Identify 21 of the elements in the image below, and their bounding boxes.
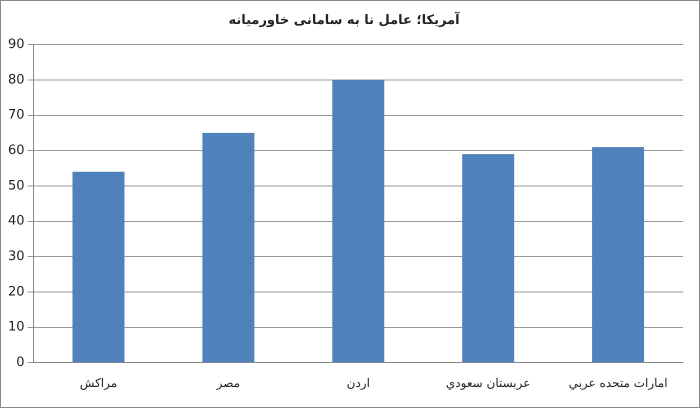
x-tick-label: اردن <box>346 376 370 390</box>
y-tick-label: 70 <box>8 108 25 123</box>
bar <box>462 154 514 362</box>
y-tick-label: 20 <box>8 284 25 300</box>
bar <box>332 80 384 362</box>
bar <box>72 172 124 362</box>
bar <box>202 132 254 362</box>
y-tick-label: 0 <box>16 354 25 370</box>
x-tick-label: عربستان سعودي <box>446 376 530 390</box>
chart-title: آمریکا؛ عامل نا به سامانی خاورمیانه <box>228 11 460 28</box>
y-tick-label: 10 <box>8 320 25 335</box>
x-tick-label: مصر <box>216 376 240 390</box>
y-tick-label: 30 <box>8 248 25 264</box>
y-tick-label: 50 <box>8 178 25 194</box>
y-tick-label: 80 <box>8 72 25 88</box>
y-tick-label: 90 <box>8 36 25 52</box>
x-tick-label: مراکش <box>80 376 118 390</box>
y-tick-label: 40 <box>8 214 25 229</box>
y-tick-label: 60 <box>8 142 25 158</box>
x-tick-label: امارات متحده عربي <box>568 376 668 390</box>
bar <box>592 147 644 362</box>
